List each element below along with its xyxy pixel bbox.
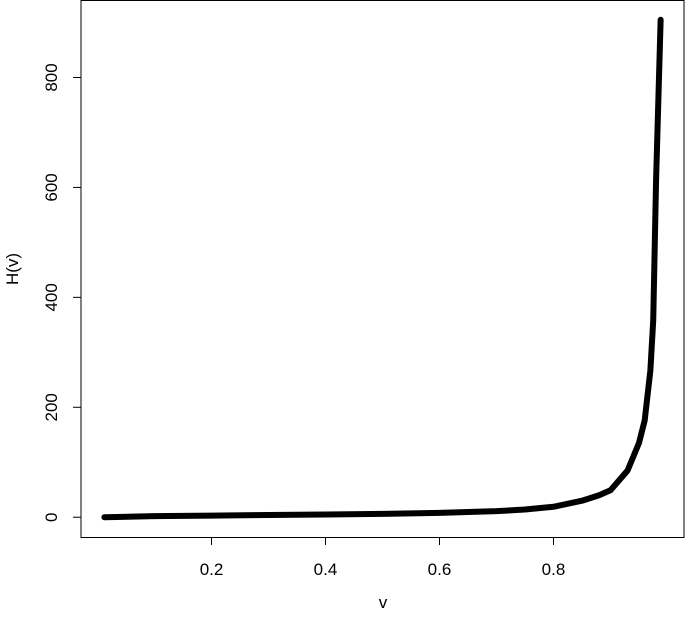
- y-axis-label: H(v): [3, 253, 22, 285]
- y-tick-label: 800: [42, 63, 61, 91]
- x-tick-label: 0.8: [542, 560, 566, 579]
- plot-frame: [80, 0, 685, 538]
- line: [101, 16, 664, 521]
- y-tick-label: 400: [42, 283, 61, 311]
- x-tick-label: 0.6: [428, 560, 452, 579]
- x-tick-label: 0.2: [200, 560, 224, 579]
- y-tick-label: 600: [42, 173, 61, 201]
- x-axis-label: v: [379, 593, 388, 612]
- x-tick-label: 0.4: [314, 560, 338, 579]
- y-tick-label: 200: [42, 393, 61, 421]
- y-tick-label: 0: [42, 512, 61, 521]
